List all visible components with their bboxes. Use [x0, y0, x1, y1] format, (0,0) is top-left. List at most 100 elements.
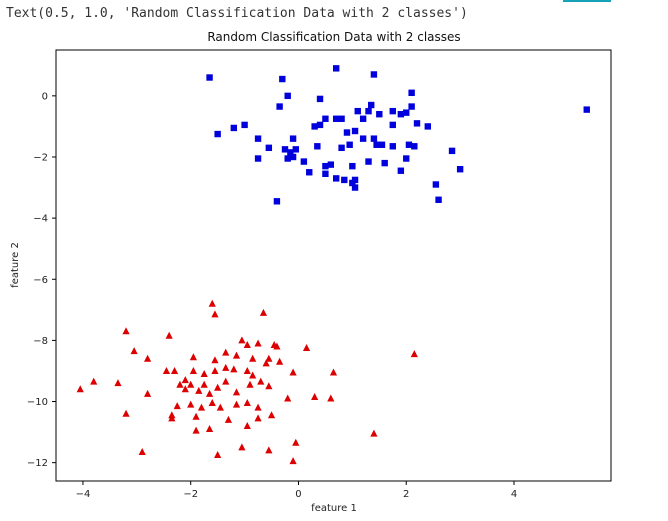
data-point-series1-71 — [238, 443, 246, 451]
data-point-series0-3 — [370, 71, 378, 78]
data-point-series0-18 — [376, 110, 383, 118]
data-point-series0-6 — [408, 89, 415, 96]
data-point-series1-62 — [267, 411, 276, 419]
data-point-series1-25 — [211, 366, 219, 374]
data-point-series1-41 — [195, 386, 203, 394]
data-point-series1-68 — [192, 426, 200, 434]
data-point-series0-5 — [316, 95, 324, 103]
data-point-series1-24 — [200, 370, 208, 378]
data-point-series0-13 — [389, 107, 396, 115]
data-point-series1-49 — [265, 382, 273, 390]
data-point-series1-21 — [170, 366, 179, 374]
data-point-series1-77 — [168, 411, 176, 419]
data-point-series1-39 — [181, 385, 189, 393]
data-point-series0-9 — [408, 103, 415, 110]
data-point-series0-54 — [349, 162, 356, 170]
data-point-series0-21 — [316, 121, 324, 129]
data-point-series1-8 — [243, 340, 251, 348]
data-point-series1-69 — [205, 425, 214, 433]
data-point-series1-34 — [76, 385, 84, 393]
data-point-series1-14 — [189, 353, 198, 361]
data-point-series0-29 — [254, 135, 262, 142]
data-point-series0-62 — [351, 176, 359, 184]
data-point-series1-27 — [230, 365, 238, 373]
data-point-series0-8 — [368, 101, 375, 109]
data-point-series0-17 — [359, 115, 367, 122]
data-point-series0-12 — [365, 107, 372, 115]
data-point-series1-43 — [205, 389, 214, 397]
data-point-series1-61 — [254, 403, 262, 411]
data-point-series0-41 — [346, 141, 353, 148]
y-tick-label: −8 — [33, 336, 48, 347]
data-point-series0-46 — [411, 143, 418, 150]
data-point-series1-22 — [181, 376, 189, 384]
data-point-series1-28 — [243, 366, 251, 374]
data-point-series1-60 — [243, 399, 251, 407]
data-point-series1-50 — [284, 394, 292, 402]
data-point-series1-74 — [138, 447, 146, 455]
data-point-series0-47 — [448, 147, 456, 155]
data-point-series1-54 — [173, 402, 181, 410]
data-point-series0-56 — [381, 159, 388, 167]
data-point-series1-57 — [208, 399, 216, 407]
data-point-series0-0 — [206, 74, 213, 81]
data-point-series0-11 — [354, 107, 361, 115]
x-tick-label: −4 — [76, 489, 91, 500]
y-tick-label: −2 — [33, 152, 48, 163]
data-point-series1-12 — [302, 344, 311, 352]
data-point-series0-38 — [292, 146, 299, 153]
data-point-series1-59 — [232, 400, 241, 408]
cell-output-text: Text(0.5, 1.0, 'Random Classification Da… — [6, 6, 468, 21]
data-point-series1-7 — [238, 336, 246, 344]
data-point-series0-24 — [413, 120, 421, 127]
data-point-series1-4 — [165, 331, 173, 339]
data-point-series0-2 — [332, 65, 340, 72]
data-point-series0-31 — [343, 129, 351, 136]
data-point-series1-35 — [90, 377, 98, 385]
data-point-series0-39 — [314, 143, 321, 150]
data-point-series1-6 — [144, 354, 152, 362]
data-point-series1-44 — [214, 383, 222, 391]
data-point-series1-1 — [211, 310, 219, 318]
data-point-series0-35 — [265, 144, 273, 152]
data-point-series0-60 — [341, 176, 348, 184]
data-point-series0-22 — [311, 123, 318, 130]
data-point-series1-23 — [189, 366, 198, 374]
data-point-series1-48 — [257, 377, 265, 385]
data-point-series1-55 — [187, 400, 195, 408]
data-point-series1-19 — [265, 354, 273, 362]
y-tick-label: 0 — [42, 91, 48, 102]
data-point-series0-28 — [214, 130, 221, 138]
data-point-series1-38 — [176, 380, 184, 388]
y-axis-ticks: 0 −2 −4 −6 −8 −10 −12 — [27, 91, 56, 469]
data-point-series1-47 — [246, 380, 254, 388]
x-tick-label: −2 — [183, 489, 198, 500]
data-point-series1-40 — [187, 380, 195, 388]
data-point-series0-40 — [338, 144, 345, 152]
data-point-series0-16 — [338, 115, 345, 122]
data-point-series0-48 — [254, 155, 262, 162]
data-point-series1-3 — [122, 327, 130, 335]
data-point-series0-63 — [397, 167, 405, 174]
chart-title: Random Classification Data with 2 classe… — [207, 30, 460, 44]
data-point-series0-23 — [389, 121, 396, 129]
plot-frame — [55, 49, 612, 482]
data-point-series0-57 — [403, 155, 410, 162]
data-point-series0-53 — [327, 161, 335, 168]
data-point-series1-56 — [197, 403, 206, 411]
data-point-series1-20 — [162, 366, 171, 374]
data-point-series1-42 — [200, 380, 208, 388]
y-tick-label: −4 — [33, 214, 48, 225]
data-point-series0-34 — [370, 135, 378, 142]
data-point-series0-30 — [289, 135, 297, 142]
data-point-series1-52 — [327, 394, 335, 402]
data-point-series0-69 — [306, 169, 313, 176]
data-point-series0-42 — [373, 141, 380, 148]
data-point-series1-17 — [232, 351, 241, 359]
data-point-series0-55 — [365, 158, 372, 165]
data-point-series0-25 — [424, 123, 431, 130]
data-point-series1-5 — [130, 347, 138, 355]
data-point-series1-51 — [311, 392, 319, 400]
data-point-series1-26 — [222, 363, 230, 371]
